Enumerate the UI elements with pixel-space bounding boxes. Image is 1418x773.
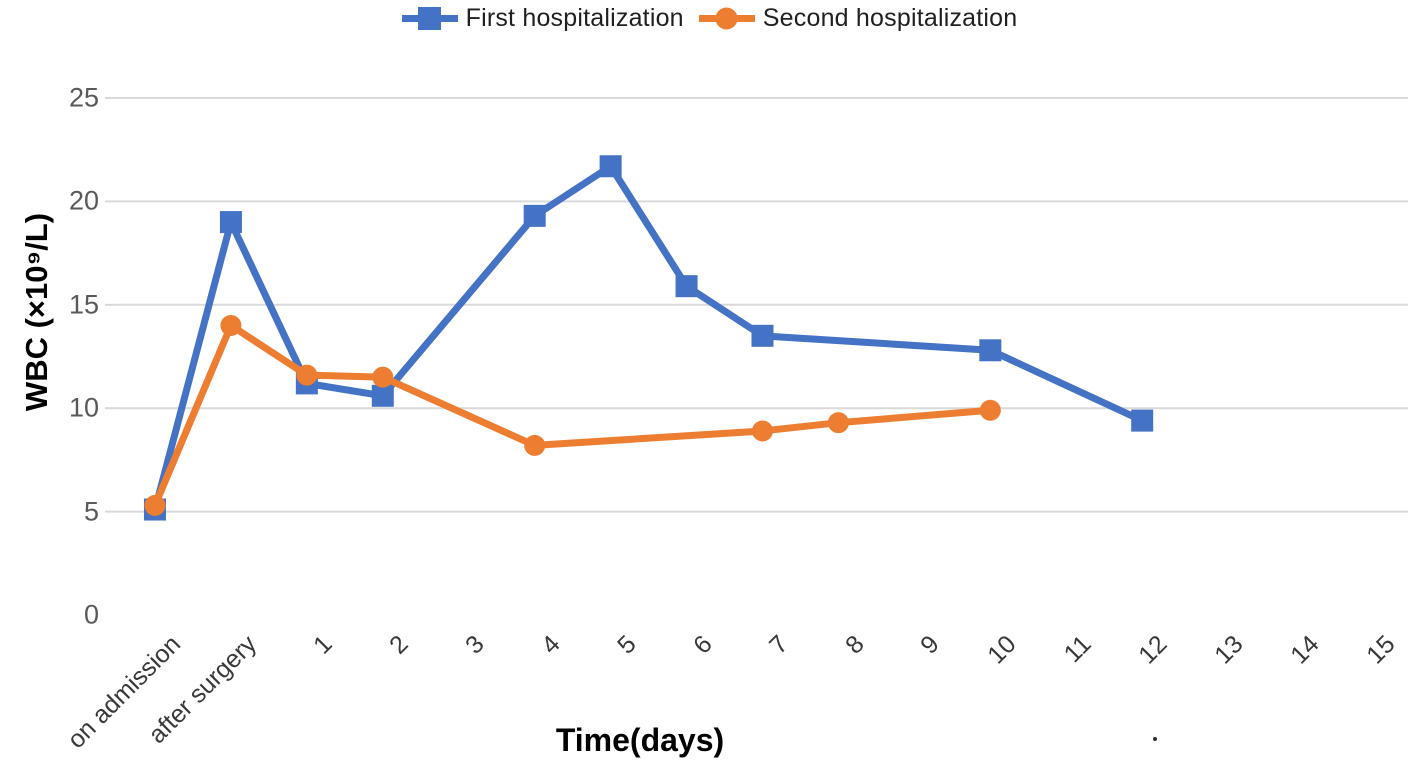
y-tick-label-20: 20 [68, 185, 99, 216]
y-axis-title: WBC (×10⁹/L) [19, 212, 54, 412]
legend-marker-orange-circle-line [698, 7, 755, 30]
scan-artifact-dot [1153, 737, 1157, 741]
data-point-square [599, 155, 622, 178]
y-tick-label-25: 25 [68, 82, 99, 113]
data-point-square [523, 204, 546, 227]
legend-item-first-hospitalization: First hospitalization [401, 4, 684, 33]
data-point-circle [372, 366, 394, 388]
y-tick-label-10: 10 [68, 392, 99, 423]
data-point-circle [296, 364, 318, 386]
series-line-second-hospitalization [151, 321, 994, 509]
y-tick-label-0: 0 [83, 599, 99, 630]
legend-item-second-hospitalization: Second hospitalization [698, 4, 1018, 33]
data-point-square [751, 324, 774, 347]
legend-marker-blue-square-line [401, 7, 458, 30]
legend-label-second-hospitalization: Second hospitalization [762, 4, 1018, 32]
x-axis-title: Time(days) [555, 722, 725, 758]
y-tick-label-5: 5 [83, 496, 99, 527]
data-point-square [371, 384, 394, 407]
y-tick-label-15: 15 [68, 289, 99, 320]
legend: First hospitalization Second hospitaliza… [0, 4, 1418, 33]
data-point-square [979, 339, 1002, 362]
data-point-circle [827, 412, 849, 434]
data-point-square [1131, 409, 1154, 432]
data-point-circle [979, 399, 1001, 421]
data-point-circle [144, 494, 166, 516]
data-point-circle [220, 314, 242, 336]
data-point-circle [524, 434, 546, 456]
data-point-circle [752, 420, 773, 442]
series-line-first-hospitalization [151, 162, 1146, 514]
data-point-square [675, 275, 698, 298]
legend-label-first-hospitalization: First hospitalization [465, 4, 684, 32]
data-point-square [219, 211, 242, 234]
